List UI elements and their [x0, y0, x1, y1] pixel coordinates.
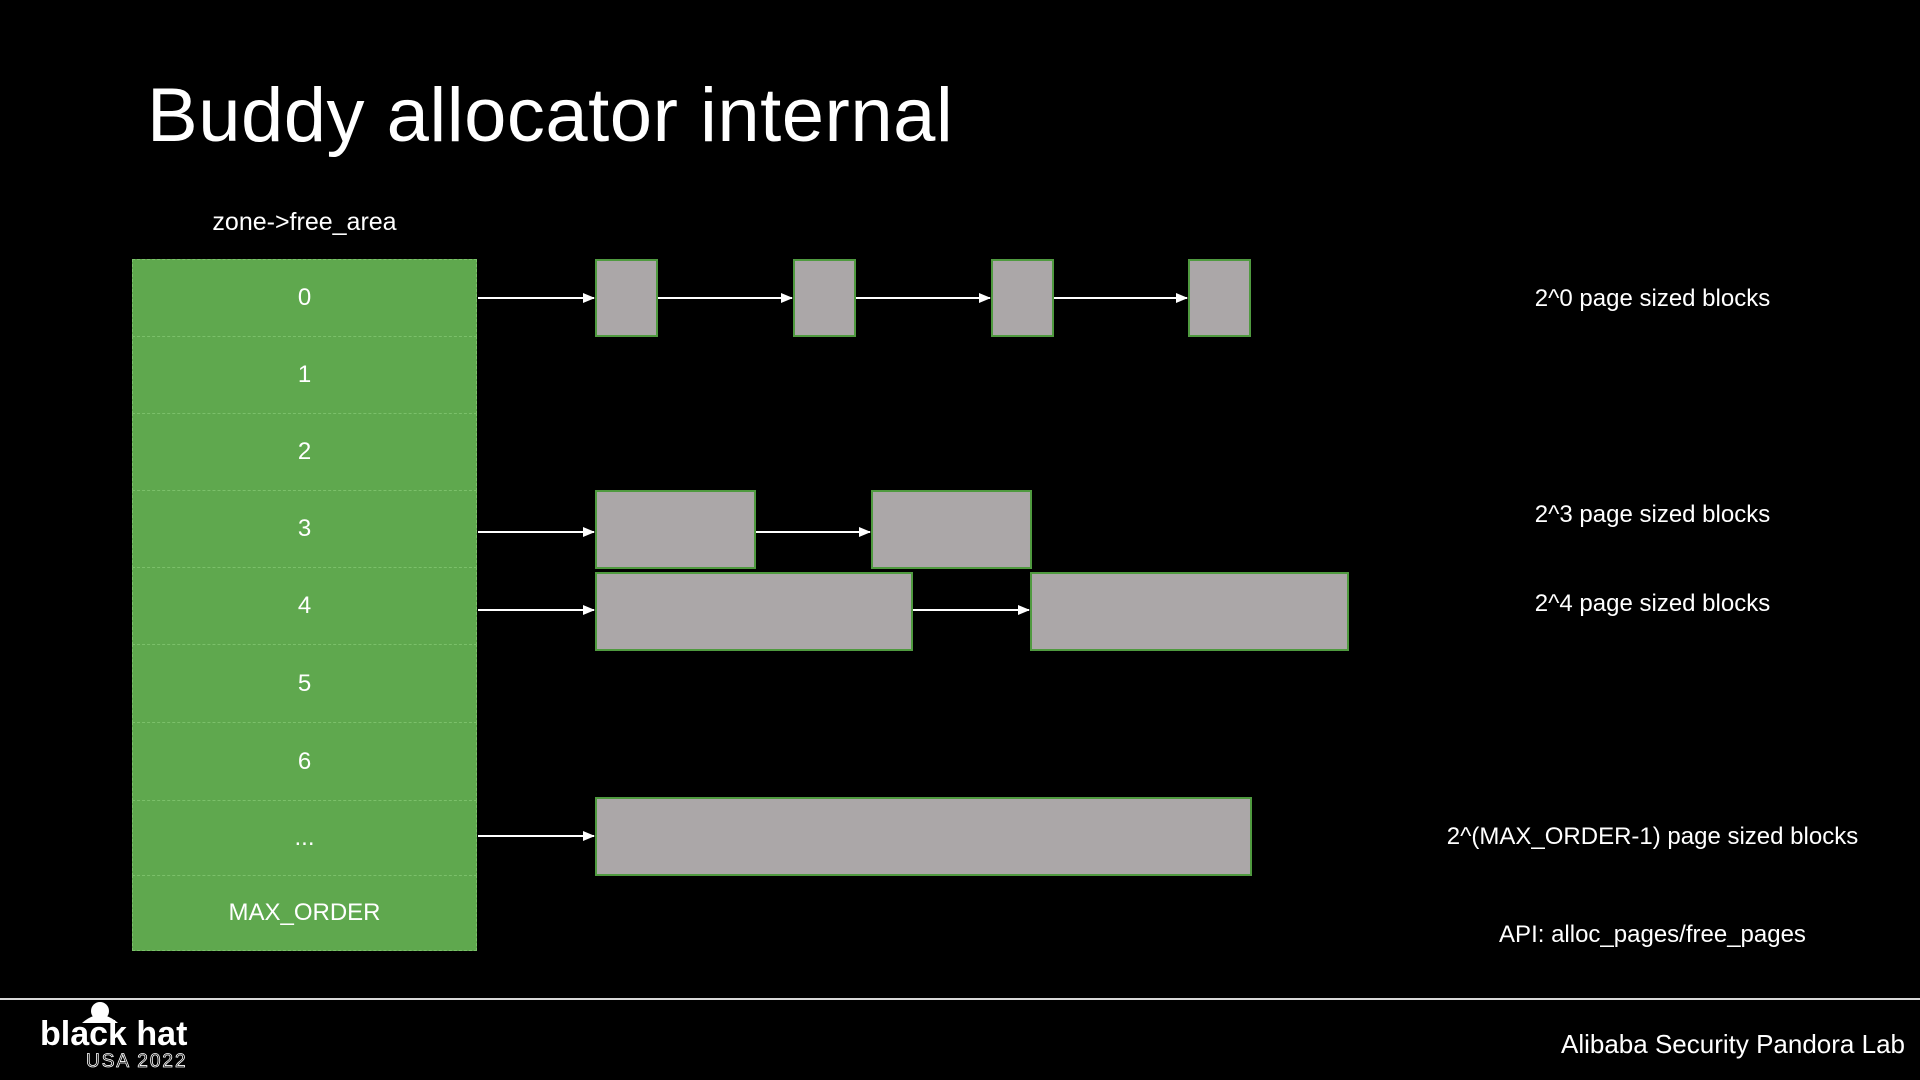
footer-divider	[0, 998, 1920, 1000]
footer-credit: Alibaba Security Pandora Lab	[1560, 1029, 1905, 1059]
free-area-array: 0 1 2 3 4 5 6 ... MAX_ORDER	[132, 259, 477, 951]
order-cell-ellipsis: ...	[132, 800, 477, 876]
max-order-block	[595, 797, 1252, 876]
order4-block-1	[595, 572, 913, 651]
order3-description: 2^3 page sized blocks	[1534, 501, 1771, 528]
blackhat-logo: black hat USA 2022	[40, 1002, 188, 1072]
order-cell-0: 0	[132, 259, 477, 337]
order4-description: 2^4 page sized blocks	[1534, 590, 1771, 617]
slide-title: Buddy allocator internal	[147, 73, 954, 158]
order4-block-2	[1030, 572, 1349, 651]
order0-block-1	[595, 259, 658, 337]
order-cell-4: 4	[132, 567, 477, 645]
order-cell-3: 3	[132, 490, 477, 568]
logo-wordmark: black hat	[40, 1015, 187, 1053]
max-order-description: 2^(MAX_ORDER-1) page sized blocks	[1446, 823, 1859, 850]
order-cell-5: 5	[132, 644, 477, 723]
order3-block-1	[595, 490, 756, 569]
logo-subtext: USA 2022	[86, 1051, 188, 1072]
api-note: API: alloc_pages/free_pages	[1499, 921, 1806, 948]
order-cell-1: 1	[132, 336, 477, 414]
free-area-label: zone->free_area	[212, 208, 397, 236]
order0-description: 2^0 page sized blocks	[1534, 285, 1771, 312]
order3-block-2	[871, 490, 1032, 569]
order0-block-4	[1188, 259, 1251, 337]
order0-block-3	[991, 259, 1054, 337]
order0-block-2	[793, 259, 856, 337]
order-cell-max-order: MAX_ORDER	[132, 875, 477, 951]
